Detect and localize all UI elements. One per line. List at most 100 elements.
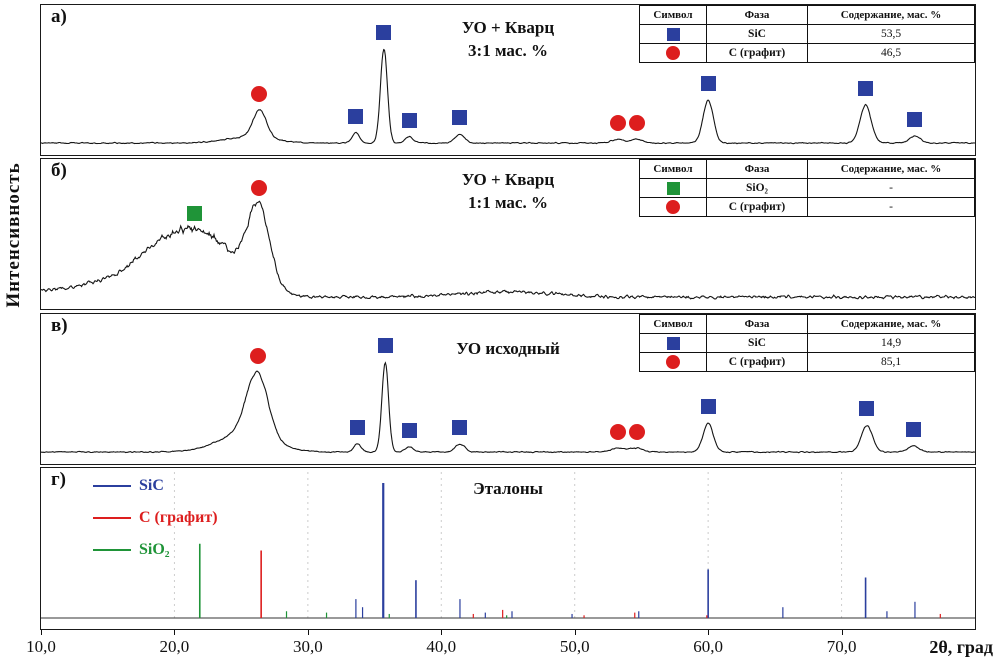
panel-b: б) УО + Кварц 1:1 мас. % Символ Фаза Сод…	[40, 158, 976, 310]
phase-marker-square	[349, 419, 365, 435]
x-tick-mark	[574, 630, 576, 635]
x-tick-label: 70,0	[826, 637, 857, 656]
phase-cell: С (графит)	[706, 43, 808, 63]
x-axis-label: 2θ, град	[929, 637, 993, 657]
table-row: SiO₂ -	[639, 178, 975, 198]
legend-label-sic: SiC	[139, 477, 164, 494]
phase-marker-square	[700, 76, 716, 92]
content-cell: -	[807, 178, 975, 198]
sic-square-icon	[666, 27, 680, 41]
phase-marker-circle	[250, 86, 267, 103]
phase-cell: SiC	[706, 24, 808, 44]
x-tick-label: 20,0	[159, 637, 190, 656]
table-row: SiC 14,9	[639, 333, 975, 353]
y-axis-label: Интенсивность	[3, 162, 24, 308]
legend-label-graphite: С (графит)	[139, 509, 218, 526]
table-header-symbol: Символ	[639, 159, 707, 179]
phase-marker-square	[859, 401, 875, 417]
content-cell: 85,1	[807, 352, 975, 372]
phase-table-v: Символ Фаза Содержание, мас. % SiC 14,9 С …	[639, 314, 975, 372]
phase-marker-circle	[628, 423, 645, 440]
table-header-phase: Фаза	[706, 314, 808, 334]
x-tick-label: 10,0	[26, 637, 56, 656]
table-header-content: Содержание, мас. %	[807, 314, 975, 334]
table-header-symbol: Символ	[639, 314, 707, 334]
table-header-content: Содержание, мас. %	[807, 5, 975, 25]
content-cell: 46,5	[807, 43, 975, 63]
phase-table-b: Символ Фаза Содержание, мас. % SiO₂ - С (г…	[639, 159, 975, 217]
legend-item-sio2: SiO₂	[93, 540, 218, 560]
phase-marker-square	[700, 399, 716, 415]
table-row: SiC 53,5	[639, 24, 975, 44]
symbol-cell	[639, 197, 707, 217]
phase-marker-square	[377, 338, 393, 354]
sic-line-icon	[93, 485, 131, 487]
sio2-square-icon	[666, 181, 680, 195]
x-tick-label: 50,0	[559, 637, 590, 656]
panel-g-label: г)	[51, 469, 66, 490]
phase-marker-square	[186, 205, 202, 221]
phase-cell: SiC	[706, 333, 808, 353]
symbol-cell	[639, 352, 707, 372]
phase-marker-circle	[609, 115, 626, 132]
table-header-phase: Фаза	[706, 159, 808, 179]
table-header-symbol: Символ	[639, 5, 707, 25]
x-tick-label: 40,0	[426, 637, 457, 656]
panel-b-label: б)	[51, 160, 67, 181]
content-cell: -	[807, 197, 975, 217]
phase-table-a: Символ Фаза Содержание, мас. % SiC 53,5 С …	[639, 5, 975, 63]
content-cell: 14,9	[807, 333, 975, 353]
graphite-circle-icon	[666, 355, 680, 369]
x-axis: 2θ, град 10,0 20,0 30,0 40,0 50,0 60,0 70,0	[26, 630, 993, 666]
phase-marker-square	[906, 421, 922, 437]
legend-item-graphite: С (графит)	[93, 508, 218, 528]
x-tick-mark	[708, 630, 710, 635]
graphite-line-icon	[93, 517, 131, 519]
symbol-cell	[639, 333, 707, 353]
phase-marker-square	[907, 111, 923, 127]
x-tick-mark	[41, 630, 42, 635]
phase-cell: С (графит)	[706, 197, 808, 217]
x-tick-mark	[841, 630, 843, 635]
phase-marker-square	[858, 81, 874, 97]
sic-square-icon	[666, 336, 680, 350]
x-tick-label: 30,0	[292, 637, 323, 656]
legend: SiC С (графит) SiO₂	[93, 476, 218, 560]
table-row: С (графит) 85,1	[639, 352, 975, 372]
table-header-content: Содержание, мас. %	[807, 159, 975, 179]
phase-marker-circle	[250, 179, 267, 196]
x-tick-mark	[441, 630, 443, 635]
phase-marker-square	[401, 112, 417, 128]
phase-marker-square	[348, 108, 364, 124]
panel-g: г) Эталоны SiC С (графит) SiO₂	[40, 467, 976, 630]
phase-marker-square	[401, 422, 417, 438]
graphite-circle-icon	[666, 200, 680, 214]
graphite-circle-icon	[666, 46, 680, 60]
symbol-cell	[639, 43, 707, 63]
symbol-cell	[639, 24, 707, 44]
panel-a-label: а)	[51, 6, 67, 27]
table-row: С (графит) 46,5	[639, 43, 975, 63]
xrd-trace-v	[41, 361, 975, 454]
panel-v: в) УО исходный Символ Фаза Содержание, м…	[40, 313, 976, 465]
phase-marker-square	[376, 25, 392, 41]
phase-marker-square	[452, 109, 468, 125]
panel-v-label: в)	[51, 315, 68, 336]
legend-item-sic: SiC	[93, 476, 218, 496]
table-header-phase: Фаза	[706, 5, 808, 25]
content-cell: 53,5	[807, 24, 975, 44]
x-tick-label: 60,0	[693, 637, 724, 656]
phase-cell: SiO₂	[706, 178, 808, 198]
phase-marker-circle	[249, 348, 266, 365]
reference-sticks-chart	[41, 472, 975, 619]
x-tick-mark	[307, 630, 309, 635]
phase-marker-circle	[628, 115, 645, 132]
x-tick-mark	[174, 630, 176, 635]
table-row: С (графит) -	[639, 197, 975, 217]
phase-marker-square	[452, 419, 468, 435]
phase-cell: С (графит)	[706, 352, 808, 372]
phase-marker-circle	[609, 423, 626, 440]
sio2-line-icon	[93, 549, 131, 551]
legend-label-sio2: SiO₂	[139, 541, 170, 558]
